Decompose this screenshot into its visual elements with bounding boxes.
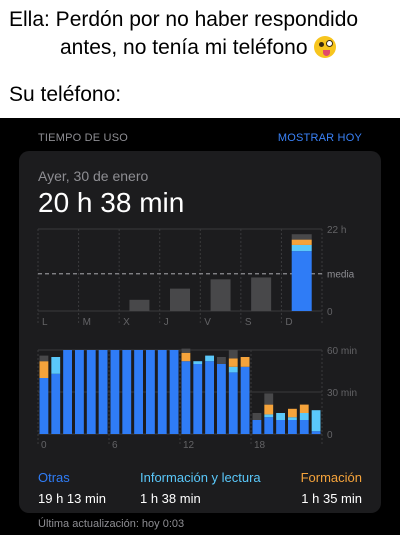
phone-screenshot: TIEMPO DE USO MOSTRAR HOY Ayer, 30 de en…	[0, 118, 400, 535]
weekly-day-label-M: M	[83, 317, 91, 328]
weekly-day-label-L: L	[42, 317, 48, 328]
weekly-bar-S	[251, 277, 272, 311]
hourly-bar-18-other	[252, 413, 262, 420]
hourly-bar-6-otras	[110, 350, 120, 434]
caption-line-2-text: antes, no tenía mi teléfono	[60, 36, 308, 59]
hourly-bar-2-otras	[63, 350, 72, 434]
weekly-average-label: media	[327, 270, 355, 281]
hourly-bar-13-otras	[193, 364, 203, 434]
legend-otras-value: 19 h 13 min	[38, 491, 106, 506]
hourly-bar-11-otras	[169, 350, 179, 434]
hourly-bar-10-otras	[157, 350, 167, 434]
hourly-bar-23-informacion	[311, 410, 321, 432]
hourly-x-label-6: 6	[112, 440, 118, 451]
weekly-bar-X	[129, 299, 150, 311]
hourly-bar-12-other	[181, 348, 191, 353]
weekly-day-label-V: V	[204, 317, 211, 328]
hourly-bar-22-otras	[299, 420, 309, 434]
hourly-bar-19-informacion	[264, 414, 274, 418]
hourly-bar-19-other	[264, 393, 274, 405]
weekly-day-label-J: J	[164, 317, 169, 328]
legend-otras-name: Otras	[38, 470, 70, 485]
hourly-x-label-0: 0	[41, 440, 47, 451]
hourly-bar-1-informacion	[51, 357, 61, 374]
legend-informacion-name: Información y lectura	[140, 470, 261, 485]
hourly-bar-19-formacion	[264, 404, 274, 415]
hourly-bar-7-otras	[122, 350, 132, 434]
hourly-usage-chart[interactable]: 0 6 12 18 60 min 30 min 0	[19, 346, 381, 461]
hourly-bar-3-otras	[75, 350, 84, 434]
hourly-bar-16-formacion	[228, 358, 238, 367]
legend-informacion-value: 1 h 38 min	[140, 491, 201, 506]
show-today-link[interactable]: MOSTRAR HOY	[277, 132, 362, 144]
hourly-bar-15-other	[217, 357, 226, 364]
section-header: TIEMPO DE USO	[38, 132, 128, 144]
hourly-y-mid-label: 30 min	[327, 388, 357, 399]
caption-line-1: Ella: Perdón por no haber respondido	[9, 8, 359, 31]
weekly-day-label-S: S	[245, 317, 252, 328]
hourly-bar-20-otras	[276, 420, 285, 434]
zany-face-icon	[313, 36, 336, 58]
hourly-bar-5-otras	[98, 350, 108, 434]
weekly-bar-D-otras	[291, 251, 312, 311]
hourly-bar-16-informacion	[228, 366, 238, 373]
hourly-bar-16-otras	[228, 372, 238, 434]
hourly-bar-16-other	[228, 350, 238, 359]
date-label: Ayer, 30 de enero	[38, 168, 149, 184]
weekly-bar-J	[170, 288, 190, 311]
hourly-bar-23-otras	[311, 431, 321, 434]
hourly-bar-14-otras	[205, 361, 214, 434]
hourly-x-label-12: 12	[183, 440, 195, 451]
screen-time-card[interactable]: Ayer, 30 de enero 20 h 38 min L M X J V S D 22 …	[19, 151, 381, 513]
hourly-bar-21-otras	[288, 420, 297, 434]
hourly-bar-14-informacion	[205, 355, 214, 362]
total-screen-time: 20 h 38 min	[38, 187, 185, 218]
last-updated-text: Última actualización: hoy 0:03	[38, 518, 185, 530]
hourly-bar-22-informacion	[299, 413, 309, 420]
hourly-bar-20-informacion	[276, 413, 285, 420]
hourly-bar-17-formacion	[240, 357, 250, 367]
legend-formacion-name: Formación	[300, 470, 362, 485]
hourly-bar-4-otras	[86, 350, 96, 434]
legend-formacion-value: 1 h 35 min	[301, 491, 362, 506]
legend-otras: Otras 19 h 13 min	[38, 470, 106, 506]
caption-line-3: Su teléfono:	[9, 83, 122, 106]
hourly-bar-21-formacion	[288, 408, 297, 418]
weekly-bar-D-other	[291, 234, 312, 240]
weekly-bar-D-formacion	[291, 239, 312, 245]
hourly-bar-13-informacion	[193, 361, 203, 364]
hourly-bar-21-informacion	[288, 417, 297, 420]
weekly-bar-D-informacion	[291, 244, 312, 252]
hourly-x-label-18: 18	[254, 440, 266, 451]
hourly-bar-12-formacion	[181, 352, 191, 362]
weekly-day-label-D: D	[285, 317, 292, 328]
weekly-day-label-X: X	[123, 317, 130, 328]
hourly-bar-15-otras	[217, 364, 226, 434]
hourly-bar-22-formacion	[299, 404, 309, 413]
legend-formacion: Formación 1 h 35 min	[301, 470, 362, 506]
hourly-bar-0-otras	[39, 378, 49, 434]
hourly-y-zero-label: 0	[327, 430, 333, 441]
hourly-bar-0-other	[39, 355, 49, 362]
hourly-bar-18-otras	[252, 420, 262, 434]
weekly-bar-V	[210, 279, 231, 311]
hourly-y-max-label: 60 min	[327, 346, 357, 357]
weekly-usage-chart[interactable]: L M X J V S D 22 h media 0	[19, 225, 381, 335]
hourly-bar-1-otras	[51, 373, 61, 434]
hourly-bar-12-otras	[181, 361, 191, 434]
legend-informacion: Información y lectura 1 h 38 min	[140, 470, 261, 506]
hourly-bar-9-otras	[146, 350, 155, 434]
caption-line-2: antes, no tenía mi teléfono	[60, 36, 336, 60]
meme-caption-area: Ella: Perdón por no haber respondido ant…	[0, 0, 400, 118]
hourly-bar-0-formacion	[39, 361, 49, 378]
hourly-bar-19-otras	[264, 417, 274, 434]
hourly-bar-8-otras	[134, 350, 143, 434]
hourly-bar-17-otras	[240, 366, 250, 434]
weekly-y-zero-label: 0	[327, 307, 333, 318]
weekly-y-max-label: 22 h	[327, 225, 346, 236]
